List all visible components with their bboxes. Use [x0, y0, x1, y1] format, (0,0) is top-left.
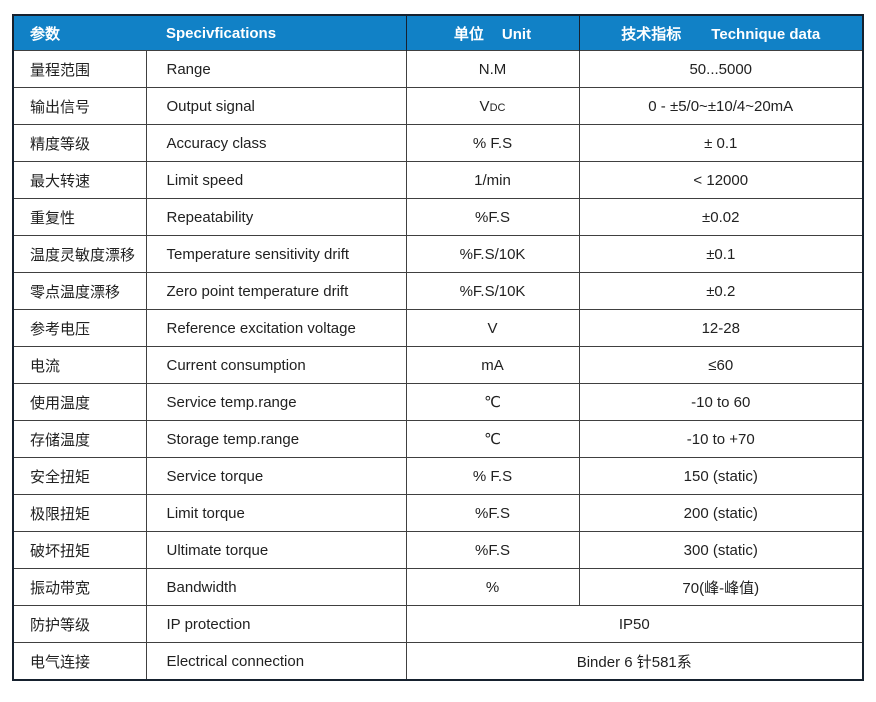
- unit-cell: % F.S: [405, 457, 579, 495]
- table-row: 电流 Current consumption mA ≤60: [13, 346, 863, 384]
- header-data-zh: 技术指标: [621, 25, 682, 43]
- value-cell: 150 (static): [578, 457, 863, 495]
- spec-cell: Zero point temperature drift: [145, 272, 406, 310]
- value-cell: ± 0.1: [578, 124, 863, 162]
- table-row: 振动带宽 Bandwidth % 70(峰-峰值): [13, 568, 863, 606]
- spec-cell: Output signal: [145, 87, 406, 125]
- unit-cell: %F.S: [405, 198, 579, 236]
- table-row: 量程范围 Range N.M 50...5000: [13, 50, 863, 88]
- unit-cell: N.M: [405, 50, 579, 88]
- param-cell: 零点温度漂移: [13, 272, 146, 310]
- table-row: 安全扭矩 Service torque % F.S 150 (static): [13, 457, 863, 495]
- param-cell: 极限扭矩: [13, 494, 146, 532]
- table-row: 最大转速 Limit speed 1/min < 12000: [13, 161, 863, 199]
- unit-cell: ℃: [405, 383, 579, 421]
- value-cell: ≤60: [578, 346, 863, 384]
- spec-cell: Ultimate torque: [145, 531, 406, 569]
- spec-cell: Reference excitation voltage: [145, 309, 406, 347]
- param-cell: 安全扭矩: [13, 457, 146, 495]
- spec-cell: Current consumption: [145, 346, 406, 384]
- value-cell: -10 to 60: [578, 383, 863, 421]
- spec-cell: Service temp.range: [145, 383, 406, 421]
- spec-cell: Bandwidth: [145, 568, 406, 606]
- param-cell: 量程范围: [13, 50, 146, 88]
- value-cell: 50...5000: [578, 50, 863, 88]
- unit-cell: mA: [405, 346, 579, 384]
- header-unit-zh: 单位: [453, 25, 484, 43]
- param-cell: 参考电压: [13, 309, 146, 347]
- header-technique-data: 技术指标 Technique data: [578, 15, 863, 51]
- merged-value-cell: IP50: [405, 605, 863, 643]
- spec-cell: Storage temp.range: [145, 420, 406, 458]
- spec-cell: IP protection: [145, 605, 406, 643]
- param-cell: 防护等级: [13, 605, 146, 643]
- value-cell: 12-28: [578, 309, 863, 347]
- value-cell: 0 - ±5/0~±10/4~20mA: [578, 87, 863, 125]
- unit-cell: ℃: [405, 420, 579, 458]
- param-cell: 精度等级: [13, 124, 146, 162]
- header-unit: 单位 Unit: [405, 15, 579, 51]
- table-row: 破坏扭矩 Ultimate torque %F.S 300 (static): [13, 531, 863, 569]
- param-cell: 电气连接: [13, 642, 146, 680]
- unit-cell: V: [405, 309, 579, 347]
- param-cell: 存储温度: [13, 420, 146, 458]
- header-row: 参数 Specivfications 单位 Unit 技术指标 Technique …: [13, 15, 863, 51]
- unit-cell: %F.S/10K: [405, 272, 579, 310]
- spec-cell: Limit torque: [145, 494, 406, 532]
- header-param: 参数: [13, 15, 146, 51]
- spec-cell: Range: [145, 50, 406, 88]
- spec-cell: Accuracy class: [145, 124, 406, 162]
- table-row: 零点温度漂移 Zero point temperature drift %F.S…: [13, 272, 863, 310]
- table-row: 电气连接 Electrical connection Binder 6 针581…: [13, 642, 863, 680]
- table-row: 温度灵敏度漂移 Temperature sensitivity drift %F…: [13, 235, 863, 273]
- param-cell: 振动带宽: [13, 568, 146, 606]
- unit-cell: %: [405, 568, 579, 606]
- param-cell: 重复性: [13, 198, 146, 236]
- unit-cell: %F.S: [405, 494, 579, 532]
- value-cell: -10 to +70: [578, 420, 863, 458]
- unit-cell: VDC: [405, 87, 579, 125]
- unit-cell: %F.S/10K: [405, 235, 579, 273]
- header-spec: Specivfications: [146, 15, 406, 51]
- header-unit-en: Unit: [501, 25, 532, 43]
- spec-cell: Temperature sensitivity drift: [145, 235, 406, 273]
- unit-subscript: DC: [489, 101, 506, 114]
- param-cell: 使用温度: [13, 383, 146, 421]
- table-row: 防护等级 IP protection IP50: [13, 605, 863, 643]
- value-cell: 300 (static): [578, 531, 863, 569]
- table-row: 参考电压 Reference excitation voltage V 12-2…: [13, 309, 863, 347]
- param-cell: 输出信号: [13, 87, 146, 125]
- table-header: 参数 Specivfications 单位 Unit 技术指标 Technique …: [13, 15, 863, 51]
- spec-table: 参数 Specivfications 单位 Unit 技术指标 Technique …: [12, 14, 864, 681]
- unit-cell: % F.S: [405, 124, 579, 162]
- spec-cell: Service torque: [145, 457, 406, 495]
- table-row: 极限扭矩 Limit torque %F.S 200 (static): [13, 494, 863, 532]
- table-row: 重复性 Repeatability %F.S ±0.02: [13, 198, 863, 236]
- table-row: 存储温度 Storage temp.range ℃ -10 to +70: [13, 420, 863, 458]
- value-cell: ±0.02: [578, 198, 863, 236]
- param-cell: 最大转速: [13, 161, 146, 199]
- value-cell: 200 (static): [578, 494, 863, 532]
- value-cell: ±0.1: [578, 235, 863, 273]
- unit-cell: 1/min: [405, 161, 579, 199]
- value-cell: < 12000: [578, 161, 863, 199]
- param-cell: 电流: [13, 346, 146, 384]
- table-row: 输出信号 Output signal VDC 0 - ±5/0~±10/4~20…: [13, 87, 863, 125]
- merged-value-cell: Binder 6 针581系: [405, 642, 863, 680]
- header-data-en: Technique data: [711, 25, 821, 43]
- value-cell: 70(峰-峰值): [578, 568, 863, 606]
- table-row: 使用温度 Service temp.range ℃ -10 to 60: [13, 383, 863, 421]
- spec-cell: Repeatability: [145, 198, 406, 236]
- unit-main: V: [479, 97, 490, 115]
- table-body: 量程范围 Range N.M 50...5000 输出信号 Output sig…: [13, 50, 863, 680]
- value-cell: ±0.2: [578, 272, 863, 310]
- param-cell: 温度灵敏度漂移: [13, 235, 146, 273]
- spec-cell: Electrical connection: [145, 642, 406, 680]
- table-row: 精度等级 Accuracy class % F.S ± 0.1: [13, 124, 863, 162]
- unit-cell: %F.S: [405, 531, 579, 569]
- spec-cell: Limit speed: [145, 161, 406, 199]
- param-cell: 破坏扭矩: [13, 531, 146, 569]
